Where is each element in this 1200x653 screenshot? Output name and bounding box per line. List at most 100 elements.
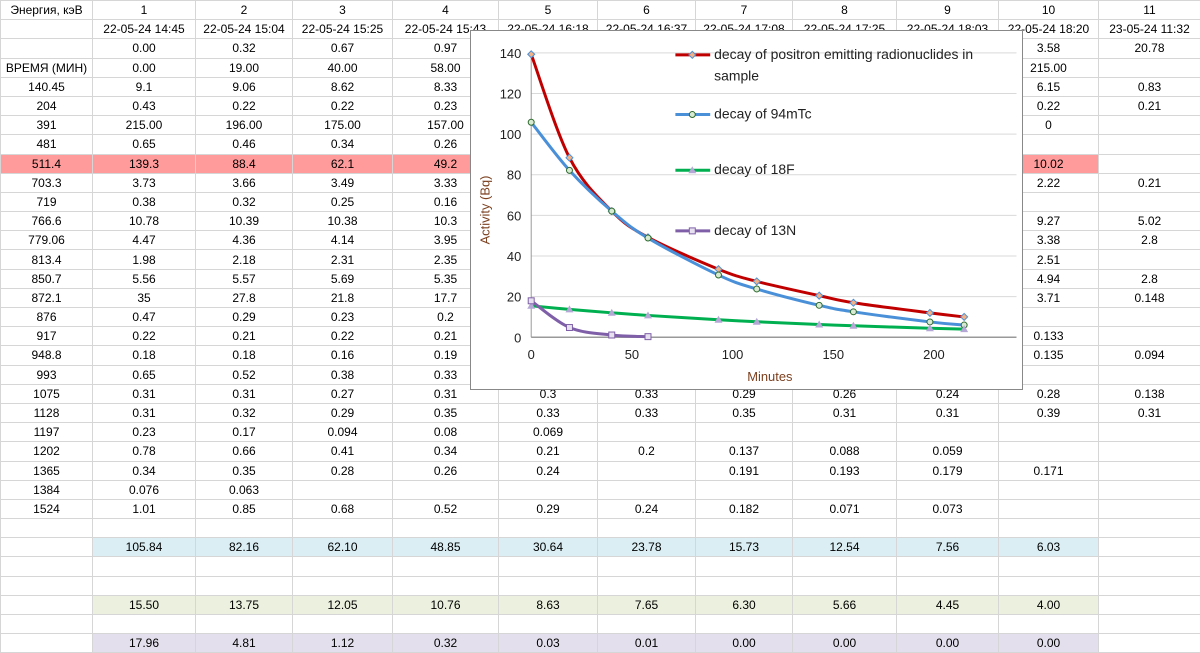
cell[interactable]: 703.3 <box>1 173 93 192</box>
cell[interactable]: 0.32 <box>196 39 293 58</box>
cell[interactable]: 0.00 <box>93 58 196 77</box>
cell[interactable]: 0.22 <box>196 96 293 115</box>
cell[interactable] <box>1099 58 1200 77</box>
cell[interactable] <box>1099 480 1200 499</box>
cell[interactable]: 0.01 <box>598 634 696 653</box>
cell[interactable] <box>696 557 793 576</box>
cell[interactable] <box>1099 135 1200 154</box>
cell[interactable]: 1.01 <box>93 499 196 518</box>
cell[interactable]: 7.65 <box>598 595 696 614</box>
cell[interactable] <box>196 519 293 538</box>
cell[interactable]: 10.39 <box>196 212 293 231</box>
cell[interactable]: 0.22 <box>293 327 393 346</box>
cell[interactable] <box>598 480 696 499</box>
cell[interactable] <box>598 461 696 480</box>
cell[interactable]: 481 <box>1 135 93 154</box>
cell[interactable] <box>93 519 196 538</box>
cell[interactable] <box>1 20 93 39</box>
cell[interactable]: 0.23 <box>293 308 393 327</box>
column-header-3[interactable]: 3 <box>293 1 393 20</box>
cell[interactable]: 215.00 <box>93 116 196 135</box>
cell[interactable]: 4.36 <box>196 231 293 250</box>
cell[interactable]: 0.069 <box>499 423 598 442</box>
cell[interactable]: 0.29 <box>499 499 598 518</box>
cell[interactable]: 3.66 <box>196 173 293 192</box>
cell[interactable]: 0.179 <box>897 461 999 480</box>
cell[interactable]: 0.31 <box>1099 403 1200 422</box>
cell[interactable]: 779.06 <box>1 231 93 250</box>
cell[interactable]: 48.85 <box>393 538 499 557</box>
cell[interactable]: 0.182 <box>696 499 793 518</box>
column-header-energy[interactable]: Энергия, кэВ <box>1 1 93 20</box>
cell[interactable]: 0.27 <box>293 384 393 403</box>
cell[interactable]: 0.088 <box>793 442 897 461</box>
cell[interactable]: 0.18 <box>93 346 196 365</box>
cell[interactable] <box>93 576 196 595</box>
cell[interactable] <box>793 423 897 442</box>
cell[interactable]: 3.73 <box>93 173 196 192</box>
cell[interactable]: 0.83 <box>1099 77 1200 96</box>
cell[interactable]: 0.67 <box>293 39 393 58</box>
cell[interactable]: 6.30 <box>696 595 793 614</box>
cell[interactable]: 3.49 <box>293 173 393 192</box>
cell[interactable]: 8.62 <box>293 77 393 96</box>
cell[interactable] <box>897 519 999 538</box>
cell[interactable] <box>999 442 1099 461</box>
cell[interactable]: 0.00 <box>793 634 897 653</box>
column-header-9[interactable]: 9 <box>897 1 999 20</box>
cell[interactable]: 0.063 <box>196 480 293 499</box>
cell[interactable]: 0.52 <box>393 499 499 518</box>
cell[interactable] <box>793 480 897 499</box>
cell[interactable]: 0.22 <box>293 96 393 115</box>
cell[interactable] <box>1099 576 1200 595</box>
cell[interactable]: 10.76 <box>393 595 499 614</box>
cell[interactable]: 1202 <box>1 442 93 461</box>
cell[interactable] <box>1099 615 1200 634</box>
cell[interactable] <box>196 557 293 576</box>
cell[interactable]: 4.47 <box>93 231 196 250</box>
cell[interactable]: 62.1 <box>293 154 393 173</box>
cell[interactable] <box>1099 116 1200 135</box>
column-header-10[interactable]: 10 <box>999 1 1099 20</box>
cell[interactable]: 0.52 <box>196 365 293 384</box>
cell[interactable]: 5.02 <box>1099 212 1200 231</box>
cell[interactable]: 0.17 <box>196 423 293 442</box>
cell[interactable]: 0.33 <box>598 403 696 422</box>
column-header-2[interactable]: 2 <box>196 1 293 20</box>
cell[interactable] <box>393 519 499 538</box>
cell[interactable] <box>1099 538 1200 557</box>
cell[interactable]: 12.05 <box>293 595 393 614</box>
column-header-4[interactable]: 4 <box>393 1 499 20</box>
cell[interactable]: 2.8 <box>1099 269 1200 288</box>
cell[interactable]: 2.8 <box>1099 231 1200 250</box>
cell[interactable]: 1.98 <box>93 250 196 269</box>
cell[interactable]: 0.78 <box>93 442 196 461</box>
cell[interactable] <box>1099 499 1200 518</box>
cell[interactable]: 0.16 <box>293 346 393 365</box>
cell[interactable] <box>293 519 393 538</box>
cell[interactable]: 13.75 <box>196 595 293 614</box>
cell[interactable]: 12.54 <box>793 538 897 557</box>
cell[interactable]: 0.21 <box>196 327 293 346</box>
cell[interactable]: 0.071 <box>793 499 897 518</box>
cell[interactable] <box>793 576 897 595</box>
cell[interactable]: 23.78 <box>598 538 696 557</box>
cell[interactable]: 0.00 <box>696 634 793 653</box>
column-header-11[interactable]: 11 <box>1099 1 1200 20</box>
cell[interactable]: 5.69 <box>293 269 393 288</box>
cell[interactable]: 0.34 <box>293 135 393 154</box>
cell[interactable] <box>897 423 999 442</box>
cell[interactable]: 0.38 <box>293 365 393 384</box>
cell[interactable] <box>897 480 999 499</box>
cell[interactable]: 1384 <box>1 480 93 499</box>
cell[interactable] <box>793 557 897 576</box>
cell[interactable] <box>393 557 499 576</box>
cell[interactable]: 0.35 <box>393 403 499 422</box>
column-header-8[interactable]: 8 <box>793 1 897 20</box>
cell[interactable] <box>93 557 196 576</box>
cell[interactable]: 20.78 <box>1099 39 1200 58</box>
cell[interactable]: 766.6 <box>1 212 93 231</box>
cell[interactable]: 4.81 <box>196 634 293 653</box>
cell[interactable] <box>999 615 1099 634</box>
